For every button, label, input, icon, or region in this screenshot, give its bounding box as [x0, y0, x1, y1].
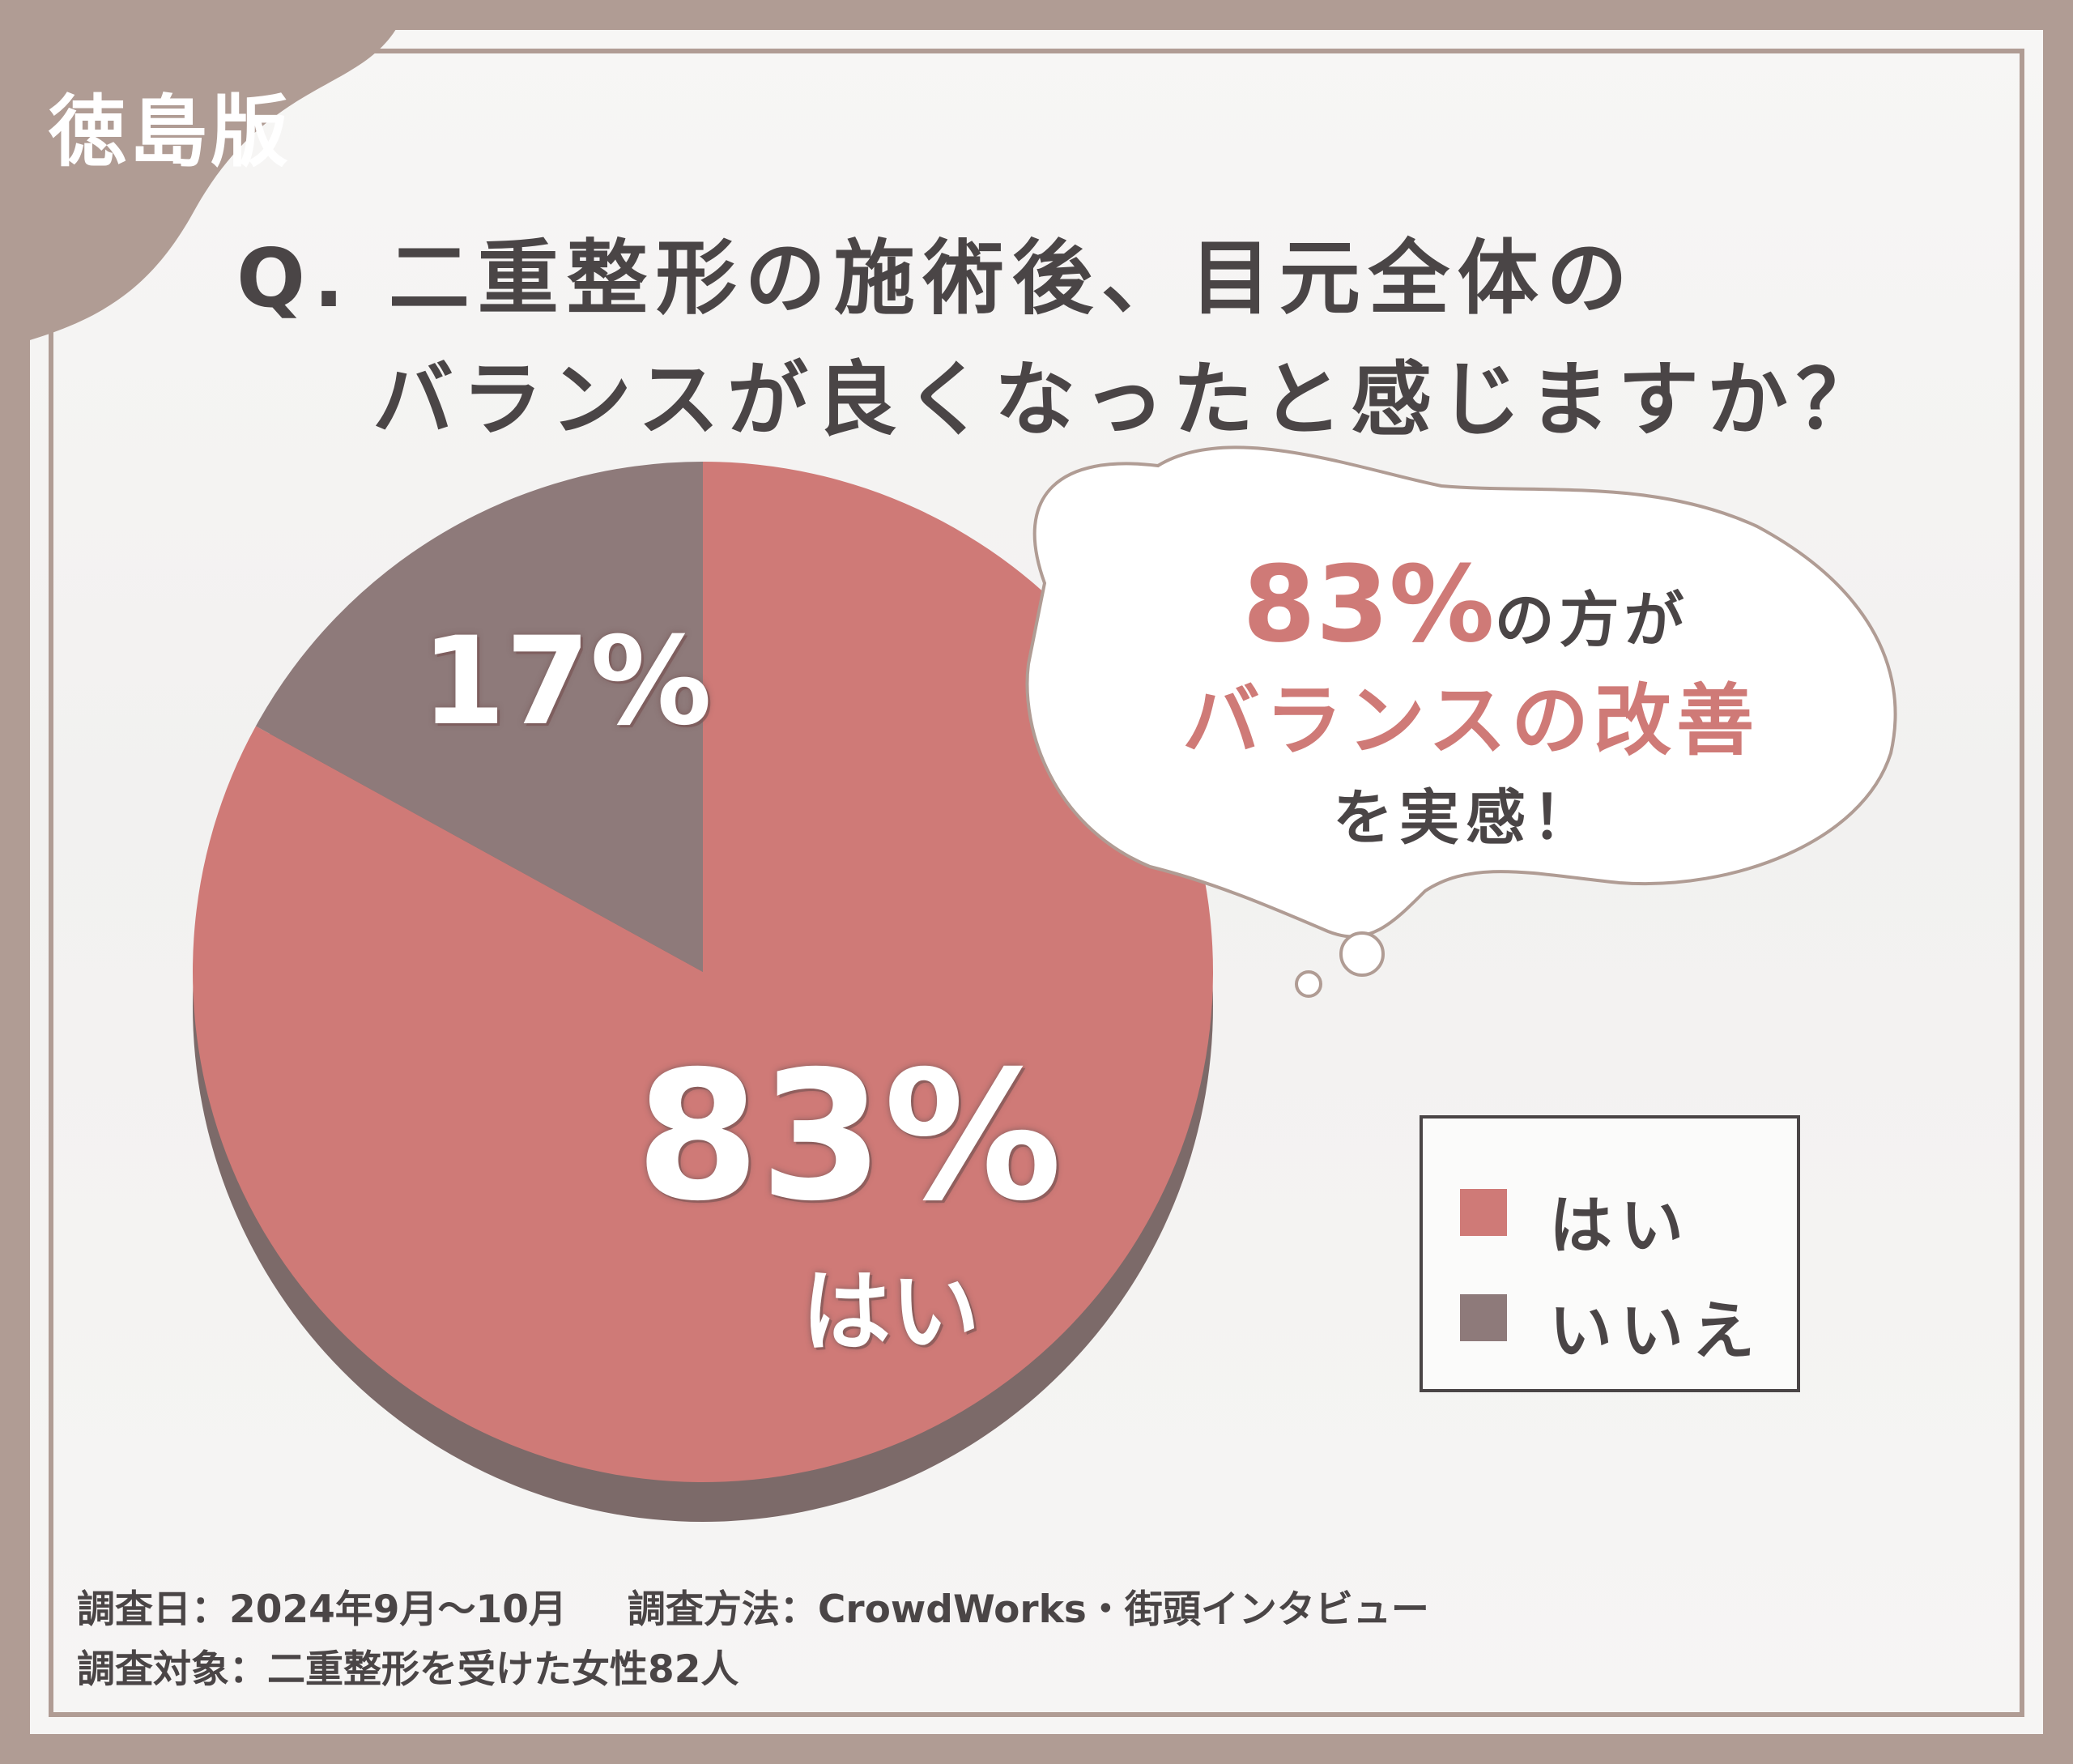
- pie-slice-no: [255, 462, 704, 972]
- survey-subjects: 調査対象：二重整形を受けた女性82人: [77, 1647, 739, 1692]
- legend-label-yes: はい: [1549, 1190, 1692, 1263]
- question-title-line-2: バランスが良くなったと感じますか？: [372, 352, 1885, 447]
- slice-label-no-percent: 17%: [421, 611, 713, 752]
- callout-line1-suffix: の方が: [1494, 586, 1689, 655]
- callout-line-1: 83%の方が: [1182, 543, 1749, 666]
- slice-label-yes-category: はい: [802, 1260, 980, 1364]
- question-title-line-1: Q. 二重整形の施術後、目元全体の: [236, 231, 1636, 326]
- corner-tab-shape: [0, 0, 409, 348]
- slice-label-yes-percent: 83%: [636, 1033, 1062, 1240]
- pie-slices: [192, 462, 1213, 1483]
- callout-line-2: バランスの改善: [1182, 675, 1760, 766]
- pie-slice-yes: [192, 462, 1213, 1483]
- thought-dot-large: [1339, 931, 1385, 977]
- legend: はい いいえ: [1420, 1115, 1800, 1392]
- callout-percent: 83%: [1242, 543, 1495, 666]
- thought-dot-small: [1295, 970, 1322, 998]
- inner-frame: [49, 49, 2024, 1717]
- callout-line-3: を実感！: [1333, 783, 1598, 853]
- footer-line-1: 調査日：2024年9月～10月 調査方法：CrowdWorks・街頭インタビュー: [77, 1578, 1429, 1634]
- region-tag: 徳島版: [49, 87, 292, 177]
- legend-label-no: いいえ: [1549, 1295, 1764, 1368]
- thought-bubble: [1025, 445, 1897, 998]
- survey-date: 調査日：2024年9月～10月: [77, 1587, 567, 1632]
- survey-method: 調査方法：CrowdWorks・街頭インタビュー: [627, 1587, 1429, 1632]
- legend-swatch-yes: [1460, 1189, 1507, 1236]
- thought-bubble-shape: [1025, 445, 1897, 939]
- legend-swatch-no: [1460, 1294, 1507, 1341]
